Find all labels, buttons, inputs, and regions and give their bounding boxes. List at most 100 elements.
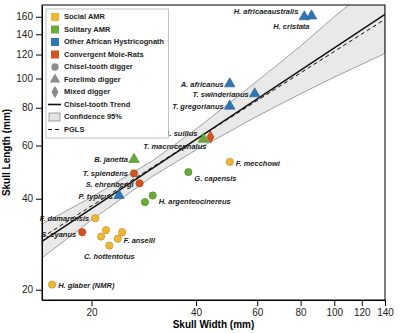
x-axis-title: Skull Width (mm) (173, 319, 255, 330)
legend-label: Social AMR (64, 12, 106, 21)
legend: Social AMR Solitary AMR Other African Hyst… (46, 9, 169, 138)
tick: 120 (16, 49, 42, 60)
point (48, 281, 55, 288)
point-label: G. capensis (194, 174, 236, 183)
tick-label: 100 (16, 73, 33, 84)
tick: 20 (22, 284, 42, 295)
tick-mark (334, 300, 335, 306)
legend-swatch (50, 73, 61, 82)
point (106, 242, 113, 249)
point (129, 153, 140, 162)
tick-mark (362, 300, 363, 306)
point-label: T. gregorianus (172, 102, 224, 111)
legend-label: Forelimb digger (64, 75, 121, 84)
legend-swatch (51, 38, 59, 46)
tick: 80 (296, 300, 308, 318)
legend-label: Other African Hystricognath (64, 37, 165, 46)
point-label: B. janetta (94, 155, 128, 164)
tick-label: 140 (16, 29, 33, 40)
tick-mark (36, 108, 42, 109)
point-label: F. damarensis (40, 214, 90, 223)
tick: 160 (16, 11, 42, 22)
y-axis-title: Skull Length (mm) (1, 109, 12, 196)
tick: 20 (86, 300, 98, 318)
plot-frame (42, 5, 385, 300)
point-label: H. glaber (NMR) (58, 281, 115, 290)
legend-label: Chisel-tooth digger (64, 62, 133, 71)
point-label: C. hottentotus (84, 252, 135, 261)
tick-label: 60 (22, 140, 34, 151)
tick-label: 20 (22, 284, 34, 295)
point-label: H. cristata (273, 22, 309, 31)
legend-swatch (51, 26, 59, 34)
tick: 140 (377, 300, 394, 318)
point (149, 192, 156, 199)
legend-swatch (51, 51, 59, 59)
point-label: F. mecchowi (236, 159, 281, 168)
legend-label: Solitary AMR (64, 25, 111, 34)
point (224, 100, 235, 109)
legend-swatch (51, 13, 59, 21)
legend-swatch (48, 129, 61, 130)
legend-label: Mixed digger (64, 87, 110, 96)
tick-label: 20 (86, 307, 98, 318)
legend-label: PGLS (64, 125, 84, 134)
tick-mark (301, 300, 302, 306)
tick: 80 (22, 102, 42, 113)
point (224, 78, 235, 87)
tick-label: 80 (22, 102, 34, 113)
point (306, 10, 317, 19)
plot-area (42, 5, 385, 288)
tick: 40 (191, 300, 203, 318)
tick-mark (36, 78, 42, 79)
point-label: F. anselli (124, 236, 156, 245)
point-label: T. macrocephalus (143, 142, 206, 151)
tick-mark (36, 17, 42, 18)
legend-label: Confidence 95% (64, 112, 122, 121)
tick-label: 160 (16, 11, 33, 22)
point-label: H. africaeaustralis (234, 7, 299, 16)
tick-mark (36, 55, 42, 56)
tick-mark (36, 199, 42, 200)
point (102, 226, 109, 233)
tick: 60 (252, 300, 264, 318)
point-label: T. swinderianus (193, 90, 249, 99)
point-label: A. africanus (180, 80, 224, 89)
x-axis: 20406080100120140 (43, 300, 395, 318)
tick-mark (196, 300, 197, 306)
point-labels: F. mecchowi F. damarensis F. anselli C. hot… (40, 7, 310, 290)
tick-label: 40 (22, 193, 34, 204)
confidence-band (42, 5, 385, 258)
point (185, 168, 192, 175)
legend-swatch (49, 113, 60, 121)
tick: 60 (22, 140, 42, 151)
tick: 100 (326, 300, 343, 318)
legend-swatch (51, 86, 58, 98)
point (114, 235, 121, 242)
tick-label: 140 (377, 307, 394, 318)
point (249, 88, 260, 97)
point-label: B. suillus (164, 129, 197, 138)
tick-label: 80 (296, 307, 308, 318)
tick-mark (385, 300, 386, 306)
point-label: H. argenteocinereus (159, 197, 231, 206)
point (141, 198, 148, 205)
legend-label: Chisel-tooth Trend (64, 100, 131, 109)
tick-mark (36, 146, 42, 147)
point-label: T. splendens (83, 169, 128, 178)
point (136, 180, 143, 187)
point (92, 215, 99, 222)
point (226, 158, 233, 165)
tick-mark (257, 300, 258, 306)
tick-label: 100 (326, 307, 343, 318)
tick: 40 (22, 193, 42, 204)
tick-mark (36, 290, 42, 291)
point-label: S. cyanus (41, 230, 76, 239)
legend-swatch (48, 104, 61, 106)
tick-label: 120 (16, 49, 33, 60)
chart: F. mecchowi F. damarensis F. anselli C. hot… (0, 0, 400, 333)
legend-label: Convergent Mole-Rats (64, 50, 144, 59)
point (114, 189, 125, 198)
legend-box (46, 9, 169, 138)
tick-mark (92, 300, 93, 306)
